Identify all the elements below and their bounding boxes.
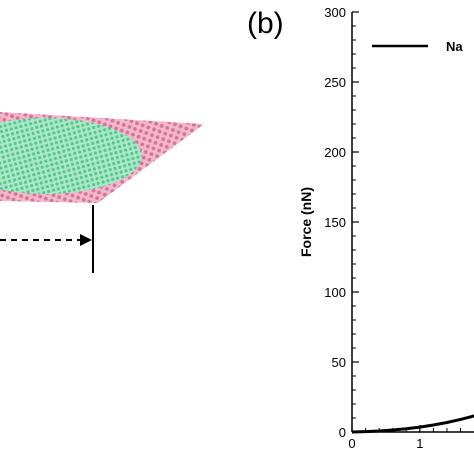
series-group bbox=[351, 414, 474, 434]
legend: Na bbox=[372, 39, 463, 54]
series-line-na bbox=[351, 414, 474, 434]
x-tick-label: 1 bbox=[416, 436, 423, 451]
y-tick-label: 250 bbox=[324, 75, 346, 90]
y-tick-label: 150 bbox=[324, 215, 346, 230]
panel-b-label: (b) bbox=[247, 7, 284, 40]
y-tick-label: 100 bbox=[324, 285, 346, 300]
y-tick-label: 0 bbox=[339, 425, 346, 440]
droplet bbox=[0, 118, 142, 194]
y-tick-label: 200 bbox=[324, 145, 346, 160]
dimension-arrow-head bbox=[80, 234, 92, 246]
y-tick-label: 300 bbox=[324, 5, 346, 20]
panel-a-illustration bbox=[0, 112, 204, 273]
x-tick-label: 0 bbox=[348, 436, 355, 451]
legend-label-na: Na bbox=[446, 39, 463, 54]
y-tick-label: 50 bbox=[332, 355, 346, 370]
y-axis-title: Force (nN) bbox=[298, 187, 314, 257]
y-ticks: 0 50 100 150 200 250 300 bbox=[324, 5, 359, 440]
